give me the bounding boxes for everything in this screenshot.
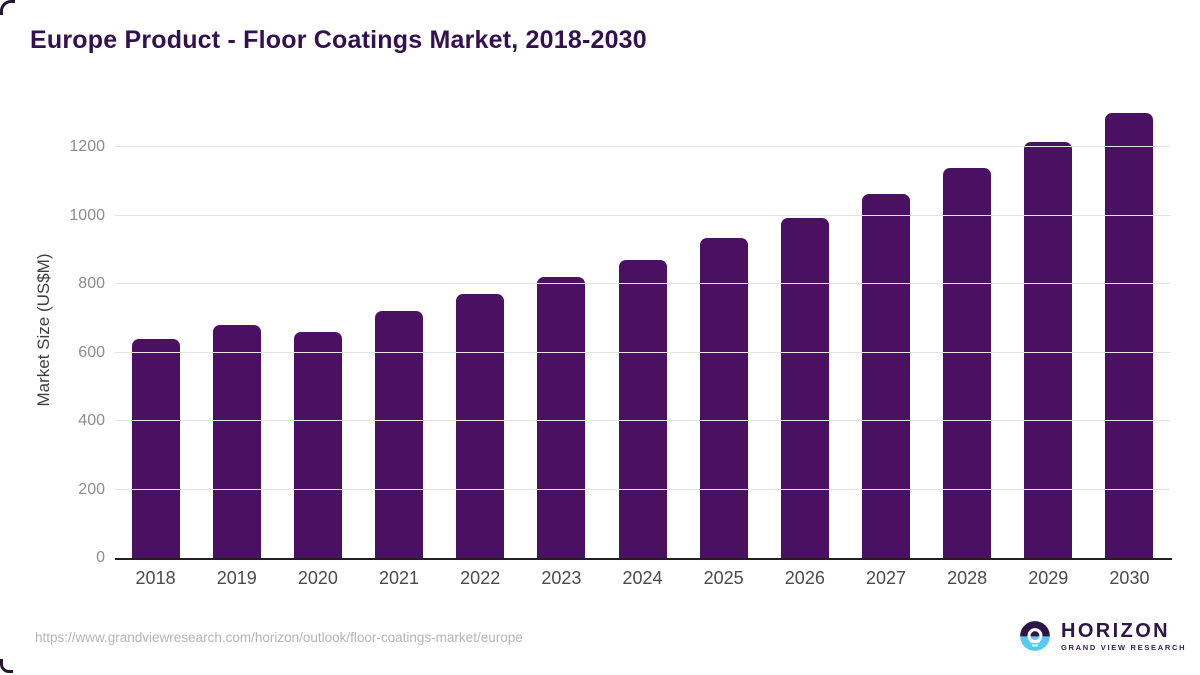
horizon-logo-icon [1020, 621, 1050, 651]
y-tick-label-1200: 1200 [69, 138, 105, 156]
x-tick-label-2022: 2022 [460, 568, 501, 588]
x-tick-label-2023: 2023 [541, 568, 582, 588]
frame-corner-bottom-left [0, 659, 13, 673]
x-axis-line [115, 558, 1172, 560]
bar-slot-2024 [602, 101, 683, 558]
x-tick-label-2027: 2027 [865, 568, 906, 588]
gridline-y-400 [115, 420, 1170, 422]
x-tick-label-2019: 2019 [216, 568, 257, 588]
bar-slot-2026 [764, 101, 845, 558]
x-tick-label-2029: 2029 [1028, 568, 1069, 588]
y-tick-label-800: 800 [78, 275, 105, 293]
bar-2023[interactable] [537, 277, 586, 558]
bar-slot-2028 [927, 101, 1008, 558]
y-tick-label-0: 0 [96, 549, 105, 566]
bar-slot-2030 [1089, 101, 1170, 558]
bar-2028[interactable] [943, 168, 992, 558]
x-tick-label-2024: 2024 [622, 568, 663, 588]
source-url[interactable]: https://www.grandviewresearch.com/horizo… [35, 630, 523, 645]
bar-2018[interactable] [131, 338, 180, 558]
gridline-y-200 [115, 488, 1170, 490]
bar-slot-2022 [440, 101, 521, 558]
bar-slot-2025 [683, 101, 764, 558]
bar-2029[interactable] [1024, 142, 1073, 558]
x-tick-label-2026: 2026 [784, 568, 825, 588]
chart-title: Europe Product - Floor Coatings Market, … [30, 26, 647, 54]
gridline-y-1000 [115, 214, 1170, 216]
bar-2019[interactable] [212, 325, 261, 558]
x-tick-label-2025: 2025 [703, 568, 744, 588]
y-tick-label-400: 400 [78, 412, 105, 430]
logo-subtitle: GRAND VIEW RESEARCH [1061, 642, 1187, 652]
horizon-logo: HORIZON GRAND VIEW RESEARCH [1018, 619, 1186, 653]
x-tick-label-2021: 2021 [379, 568, 420, 588]
x-tick-label-2018: 2018 [135, 568, 176, 588]
bar-slot-2018 [115, 101, 196, 558]
gridline-y-800 [115, 283, 1170, 285]
gridline-y-600 [115, 351, 1170, 353]
bar-2025[interactable] [699, 237, 748, 558]
bar-2024[interactable] [618, 259, 667, 558]
y-tick-label-600: 600 [78, 343, 105, 361]
bar-2020[interactable] [293, 332, 342, 558]
bar-chart-plot-area: 0 200 400 600 800 1000 1200 [69, 101, 1170, 566]
x-tick-label-2020: 2020 [297, 568, 338, 588]
frame-corner-top-left [0, 0, 15, 15]
bar-2022[interactable] [456, 294, 505, 558]
bar-2030[interactable] [1105, 112, 1154, 558]
bar-slot-2027 [845, 101, 926, 558]
x-tick-label-2030: 2030 [1109, 568, 1150, 588]
y-tick-label-1000: 1000 [69, 206, 105, 224]
bar-slot-2023 [521, 101, 602, 558]
bar-2021[interactable] [375, 310, 424, 558]
horizon-logo-text: HORIZON GRAND VIEW RESEARCH [1061, 621, 1186, 652]
y-tick-label-200: 200 [78, 480, 105, 498]
bar-2027[interactable] [861, 194, 910, 558]
x-tick-label-2028: 2028 [947, 568, 988, 588]
bar-2026[interactable] [780, 218, 829, 558]
gridline-y-1200 [115, 146, 1170, 148]
logo-title: HORIZON [1061, 619, 1171, 642]
x-axis-labels: 2018 2019 2020 2021 2022 2023 2024 2025 2026 2027… [115, 568, 1170, 589]
bar-slot-2019 [196, 101, 277, 558]
bar-slot-2020 [277, 101, 358, 558]
